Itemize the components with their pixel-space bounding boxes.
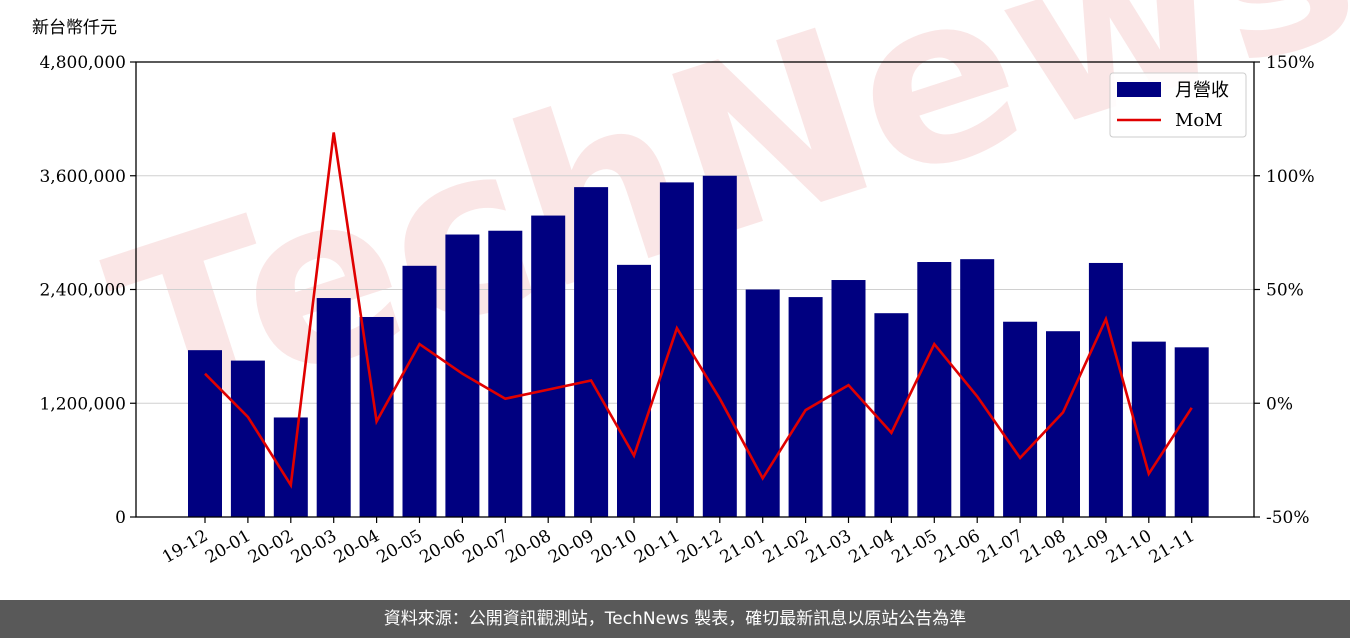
x-tick-label: 21-10	[1103, 526, 1155, 568]
x-tick-label: 21-01	[717, 526, 769, 568]
x-tick-label: 21-03	[803, 526, 855, 568]
left-tick-label: 2,400,000	[39, 281, 126, 301]
right-tick-label: 50%	[1266, 281, 1304, 301]
x-tick-label: 20-11	[631, 526, 683, 568]
x-tick-label: 20-06	[416, 526, 468, 568]
x-tick-label: 20-02	[245, 526, 297, 568]
x-tick-label: 21-11	[1146, 526, 1198, 568]
left-axis-ticks: 0 1,200,000 2,400,000 3,600,000 4,800,000	[39, 53, 136, 528]
x-tick-label: 20-09	[545, 526, 597, 568]
revenue-bar	[745, 289, 780, 517]
revenue-bar	[316, 298, 351, 517]
revenue-bar	[1003, 321, 1038, 517]
x-tick-label: 20-10	[588, 526, 640, 568]
left-tick-label: 1,200,000	[39, 394, 126, 414]
revenue-bar	[702, 175, 737, 517]
revenue-bar	[188, 350, 222, 517]
left-tick-label: 0	[115, 508, 126, 528]
x-tick-label: 21-05	[888, 526, 940, 568]
revenue-bar	[488, 230, 523, 517]
right-tick-label: 100%	[1266, 167, 1315, 187]
mom-line	[204, 132, 1193, 489]
revenue-bar	[574, 187, 609, 517]
revenue-bar	[659, 182, 694, 517]
revenue-bar	[1174, 347, 1209, 517]
revenue-bar	[874, 313, 909, 517]
revenue-bar	[788, 297, 823, 517]
right-tick-label: -50%	[1266, 508, 1310, 528]
x-tick-label: 20-12	[674, 526, 726, 568]
right-tick-label: 150%	[1266, 53, 1315, 73]
revenue-bar	[531, 215, 566, 517]
left-tick-label: 4,800,000	[39, 53, 126, 73]
right-tick-label: 0%	[1266, 394, 1293, 414]
left-tick-label: 3,600,000	[39, 167, 126, 187]
x-tick-label: 20-04	[331, 526, 383, 568]
x-tick-label: 20-05	[374, 526, 426, 568]
right-axis-ticks: -50% 0% 50% 100% 150%	[1254, 53, 1315, 528]
revenue-bar	[1088, 262, 1123, 517]
legend: 月營收 MoM	[1109, 72, 1247, 138]
revenue-bar	[617, 264, 651, 517]
revenue-bar	[917, 262, 952, 517]
x-tick-label: 20-01	[202, 526, 254, 568]
x-tick-label: 21-09	[1060, 526, 1112, 568]
x-tick-label: 21-04	[845, 526, 897, 568]
x-tick-label: 20-07	[459, 526, 511, 568]
x-tick-label: 19-12	[159, 526, 211, 568]
legend-bar-swatch	[1117, 82, 1161, 97]
revenue-bar	[402, 265, 437, 517]
mom-line-series	[204, 132, 1193, 489]
revenue-bar	[230, 360, 265, 517]
x-tick-label: 20-08	[502, 526, 554, 568]
source-footer: 資料來源：公開資訊觀測站，TechNews 製表，確切最新訊息以原站公告為準	[0, 600, 1350, 638]
legend-label-revenue: 月營收	[1175, 80, 1229, 101]
x-tick-label: 20-03	[288, 526, 340, 568]
revenue-bar	[960, 259, 995, 517]
x-axis-ticks: 19-1220-0120-0220-0320-0420-0520-0620-07…	[159, 517, 1198, 568]
x-tick-label: 21-02	[760, 526, 812, 568]
left-axis-unit: 新台幣仟元	[32, 18, 117, 38]
x-tick-label: 21-06	[931, 526, 983, 568]
legend-label-mom: MoM	[1175, 110, 1223, 131]
revenue-chart: TechNews 新台幣仟元 01,200,0002,400,0003,600,…	[32, 0, 1350, 568]
revenue-bar	[445, 234, 480, 518]
x-tick-label: 21-08	[1017, 526, 1069, 568]
x-tick-label: 21-07	[974, 526, 1026, 568]
